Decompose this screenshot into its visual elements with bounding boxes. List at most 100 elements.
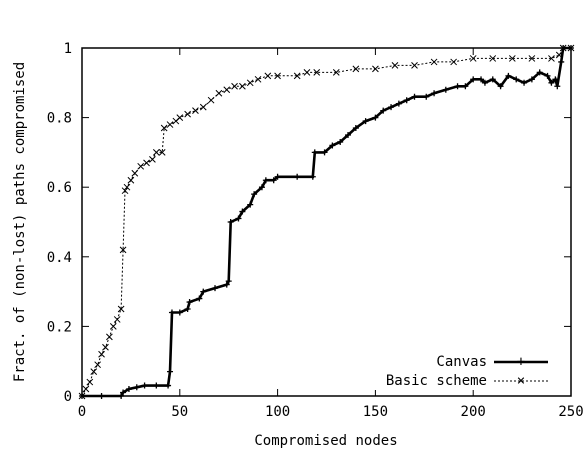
data-point-basic-scheme	[231, 82, 238, 90]
legend-marker-basic-scheme: ×	[517, 373, 525, 389]
data-point-canvas	[311, 149, 318, 156]
data-point-canvas	[125, 386, 132, 393]
data-point-canvas	[478, 76, 485, 83]
data-point-canvas	[337, 138, 344, 145]
legend-label-canvas: Canvas	[436, 354, 487, 370]
data-point-basic-scheme	[98, 350, 105, 358]
y-axis-label: Fract. of (non-lost) paths compromised	[12, 62, 28, 382]
data-point-canvas	[489, 76, 496, 83]
data-point-canvas	[141, 382, 148, 389]
y-tick-label: 1	[64, 41, 72, 57]
data-point-canvas	[395, 100, 402, 107]
data-point-canvas	[235, 215, 242, 222]
data-point-basic-scheme	[113, 316, 121, 323]
data-point-canvas	[274, 173, 281, 180]
data-point-canvas	[167, 368, 174, 375]
data-point-basic-scheme	[508, 55, 516, 62]
data-point-basic-scheme	[430, 58, 438, 66]
data-point-canvas	[388, 104, 395, 111]
data-point-canvas	[521, 79, 528, 86]
data-point-basic-scheme	[160, 124, 168, 132]
series-basic-scheme	[78, 44, 575, 400]
y-tick-label: 0	[64, 389, 72, 405]
data-point-canvas	[462, 83, 469, 90]
data-point-basic-scheme	[149, 156, 156, 163]
data-point-basic-scheme	[489, 55, 497, 62]
data-point-canvas	[212, 285, 219, 292]
y-tick-label: 0.4	[47, 250, 72, 266]
y-tick-label: 0.6	[47, 180, 72, 196]
data-point-canvas	[345, 132, 352, 138]
data-point-canvas	[153, 382, 160, 389]
legend-marker-canvas: +	[517, 354, 525, 370]
data-point-basic-scheme	[131, 169, 139, 177]
x-axis-label: Compromised nodes	[254, 433, 397, 449]
data-point-canvas	[423, 93, 430, 100]
data-point-canvas	[454, 83, 461, 90]
data-point-canvas	[442, 86, 449, 93]
series-line-canvas	[82, 46, 571, 398]
data-point-canvas	[225, 278, 232, 285]
data-point-basic-scheme	[184, 110, 191, 118]
data-point-canvas	[165, 382, 172, 389]
data-point-canvas	[528, 76, 535, 83]
data-point-basic-scheme	[239, 82, 246, 90]
data-point-basic-scheme	[143, 159, 150, 167]
data-point-canvas	[133, 384, 140, 391]
data-point-basic-scheme	[90, 368, 98, 375]
data-point-canvas	[403, 97, 410, 104]
data-point-basic-scheme	[86, 378, 94, 386]
data-point-canvas	[262, 177, 269, 184]
data-point-basic-scheme	[246, 79, 254, 87]
x-tick-label: 150	[363, 404, 388, 420]
data-point-basic-scheme	[166, 121, 174, 128]
x-tick-label: 250	[558, 404, 583, 420]
data-point-basic-scheme	[117, 305, 125, 313]
data-point-canvas	[544, 72, 551, 79]
data-point-basic-scheme	[137, 162, 145, 170]
data-point-basic-scheme	[176, 114, 184, 121]
data-point-basic-scheme	[192, 107, 199, 114]
data-point-basic-scheme	[313, 69, 321, 76]
data-point-basic-scheme	[555, 51, 563, 59]
data-point-canvas	[552, 76, 559, 83]
data-point-basic-scheme	[82, 385, 90, 393]
data-point-basic-scheme	[223, 86, 231, 94]
data-point-canvas	[258, 184, 265, 191]
data-point-basic-scheme	[102, 343, 109, 351]
data-point-canvas	[227, 219, 234, 225]
data-point-basic-scheme	[450, 58, 457, 66]
data-point-canvas	[352, 125, 359, 132]
data-point-canvas	[411, 93, 418, 100]
data-point-basic-scheme	[391, 62, 399, 69]
data-point-canvas	[176, 309, 183, 316]
series-line-basic-scheme	[81, 47, 571, 397]
data-point-basic-scheme	[119, 246, 127, 254]
x-tick-label: 50	[171, 404, 188, 420]
data-point-canvas	[431, 90, 438, 97]
data-point-basic-scheme	[106, 333, 113, 341]
data-point-canvas	[548, 79, 555, 86]
data-point-canvas	[372, 114, 379, 121]
data-point-canvas	[558, 58, 565, 65]
data-point-basic-scheme	[207, 96, 215, 104]
series-canvas	[79, 45, 574, 399]
data-point-basic-scheme	[332, 69, 340, 76]
data-point-basic-scheme	[94, 361, 102, 369]
data-point-basic-scheme	[254, 75, 262, 83]
data-point-canvas	[168, 309, 175, 316]
data-point-canvas	[470, 76, 477, 83]
data-point-basic-scheme	[303, 69, 311, 76]
data-point-canvas	[505, 72, 512, 79]
data-point-canvas	[186, 299, 193, 306]
legend: Canvas + Basic scheme ×	[345, 348, 560, 390]
data-point-basic-scheme	[469, 55, 477, 62]
data-point-basic-scheme	[352, 65, 360, 73]
data-point-basic-scheme	[264, 72, 272, 80]
data-point-basic-scheme	[109, 323, 117, 330]
data-point-canvas	[536, 69, 543, 76]
data-point-basic-scheme	[123, 183, 131, 191]
y-tick-label: 0.2	[47, 319, 72, 335]
